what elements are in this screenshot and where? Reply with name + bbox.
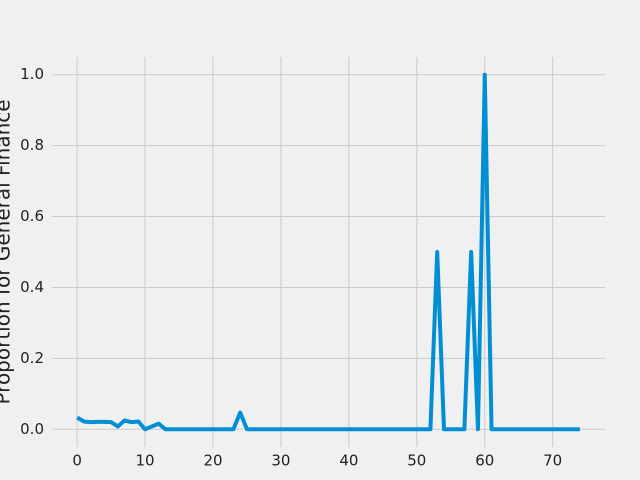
y-tick-label: 0.4	[20, 278, 44, 296]
x-tick-label: 10	[136, 452, 155, 470]
y-tick-label: 0.0	[20, 420, 44, 438]
y-tick-label: 0.2	[20, 349, 44, 367]
y-tick-label: 0.8	[20, 136, 44, 154]
x-tick-label: 60	[475, 452, 494, 470]
x-tick-label: 0	[72, 452, 82, 470]
y-axis-label: Proportion for General Finance	[0, 99, 15, 404]
y-tick-label: 1.0	[20, 65, 44, 83]
x-tick-label: 70	[543, 452, 562, 470]
x-tick-label: 40	[339, 452, 358, 470]
y-tick-label: 0.6	[20, 207, 44, 225]
line	[76, 72, 580, 432]
x-tick-label: 50	[407, 452, 426, 470]
x-tick-label: 30	[271, 452, 290, 470]
x-axis-label: Relative Time	[245, 477, 381, 480]
x-tick-label: 20	[203, 452, 222, 470]
